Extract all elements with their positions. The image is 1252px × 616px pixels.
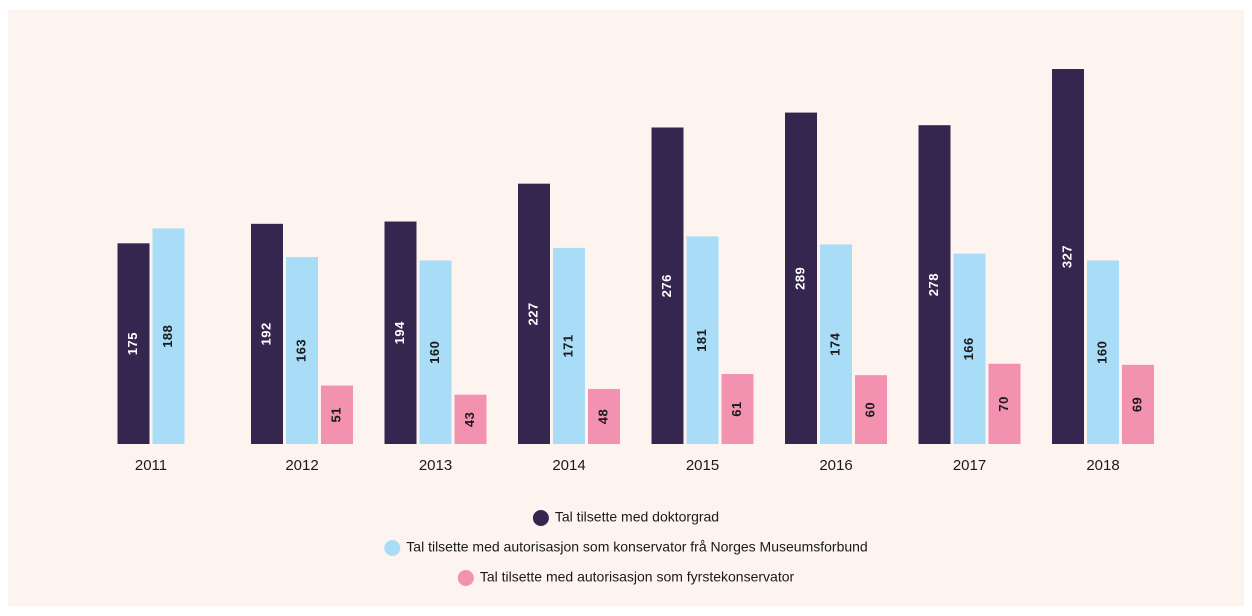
bar	[152, 228, 185, 444]
legend-swatch	[532, 510, 549, 526]
data-label: 60	[862, 402, 877, 417]
bar	[988, 363, 1021, 444]
data-label: 61	[729, 401, 744, 416]
data-label: 192	[258, 322, 273, 345]
data-label: 163	[293, 339, 308, 362]
bar	[419, 260, 452, 444]
x-tick-label: 2014	[552, 457, 585, 474]
bar	[686, 236, 719, 444]
bar	[1087, 260, 1119, 444]
bar	[286, 257, 318, 444]
data-label: 227	[525, 302, 540, 325]
bar	[321, 385, 353, 444]
data-label: 166	[961, 337, 976, 360]
data-label: 188	[160, 325, 175, 348]
bar	[918, 125, 951, 444]
data-label: 327	[1059, 245, 1074, 268]
x-tick-label: 2016	[819, 457, 852, 474]
bar	[588, 388, 620, 444]
x-tick-label: 2013	[419, 457, 452, 474]
data-label: 48	[595, 409, 610, 424]
data-label: 160	[1094, 341, 1109, 364]
bar	[855, 375, 887, 444]
legend-swatch	[384, 540, 401, 556]
legend-label: Tal tilsette med doktorgrad	[555, 509, 719, 525]
bar	[721, 374, 754, 444]
data-label: 171	[560, 334, 575, 357]
data-label: 174	[827, 332, 842, 355]
legend-swatch	[457, 570, 474, 586]
bar	[651, 127, 684, 444]
bar	[1052, 69, 1084, 444]
chart-background	[8, 10, 1244, 606]
x-tick-label: 2012	[285, 457, 318, 474]
legend-label: Tal tilsette med autorisasjon som konser…	[406, 539, 867, 555]
data-label: 51	[328, 407, 343, 422]
x-tick-label: 2015	[686, 457, 719, 474]
bar	[384, 221, 417, 444]
data-label: 43	[462, 412, 477, 427]
data-label: 69	[1129, 397, 1144, 412]
bar	[785, 112, 817, 445]
bar	[553, 247, 585, 444]
data-label: 181	[694, 329, 709, 352]
data-label: 160	[427, 341, 442, 364]
bar	[1122, 364, 1154, 444]
bar	[117, 243, 150, 444]
bar	[953, 253, 986, 444]
data-label: 194	[392, 321, 407, 344]
bar	[251, 223, 283, 444]
data-label: 276	[659, 274, 674, 297]
x-tick-label: 2018	[1086, 457, 1119, 474]
x-tick-label: 2017	[953, 457, 986, 474]
x-tick-label: 2011	[135, 457, 167, 474]
data-label: 70	[996, 396, 1011, 411]
data-label: 278	[926, 273, 941, 296]
bar	[820, 244, 852, 444]
legend-label: Tal tilsette med autorisasjon som fyrste…	[480, 569, 795, 585]
bar	[518, 183, 550, 444]
data-label: 289	[792, 267, 807, 290]
data-label: 175	[125, 332, 140, 355]
bar	[454, 394, 487, 444]
